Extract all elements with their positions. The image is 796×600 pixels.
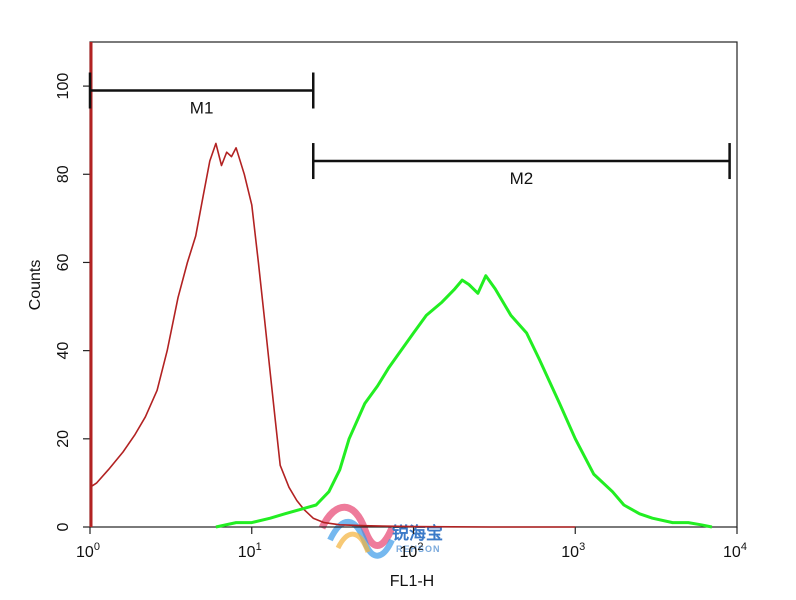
watermark-text: 锐海宝 — [392, 523, 443, 543]
y-tick-label: 40 — [55, 342, 72, 360]
y-tick-label: 0 — [55, 522, 72, 531]
plot-frame — [89, 41, 738, 528]
series-line-2 — [215, 274, 713, 529]
x-tick-label: 100 — [76, 541, 100, 561]
watermark-sub: REHSON — [396, 544, 441, 554]
y-tick-label: 60 — [55, 253, 72, 271]
y-tick-label: 20 — [55, 430, 72, 448]
watermark-logo: 锐海宝 REHSON — [318, 503, 443, 559]
x-tick-label: 103 — [561, 541, 585, 561]
watermark-wave-icon — [318, 503, 396, 549]
y-axis-label: Counts — [27, 260, 44, 311]
series-line-1 — [89, 142, 576, 528]
series-layer — [89, 42, 713, 529]
axes — [89, 41, 738, 528]
ticks: 0 20 40 60 80 100 100 101 102 103 104 — [55, 73, 747, 561]
x-tick-label: 101 — [238, 541, 262, 561]
watermark-wave-icon-3 — [335, 531, 371, 553]
y-tick-label: 80 — [55, 165, 72, 183]
marker-label: M1 — [190, 99, 214, 118]
x-tick-label: 102 — [400, 541, 424, 561]
x-tick-label: 104 — [723, 541, 747, 561]
marker-label: M2 — [510, 169, 534, 188]
x-axis-label: FL1-H — [390, 573, 434, 590]
markers-layer: M1 M2 — [88, 72, 731, 188]
y-tick-label: 100 — [55, 73, 72, 100]
